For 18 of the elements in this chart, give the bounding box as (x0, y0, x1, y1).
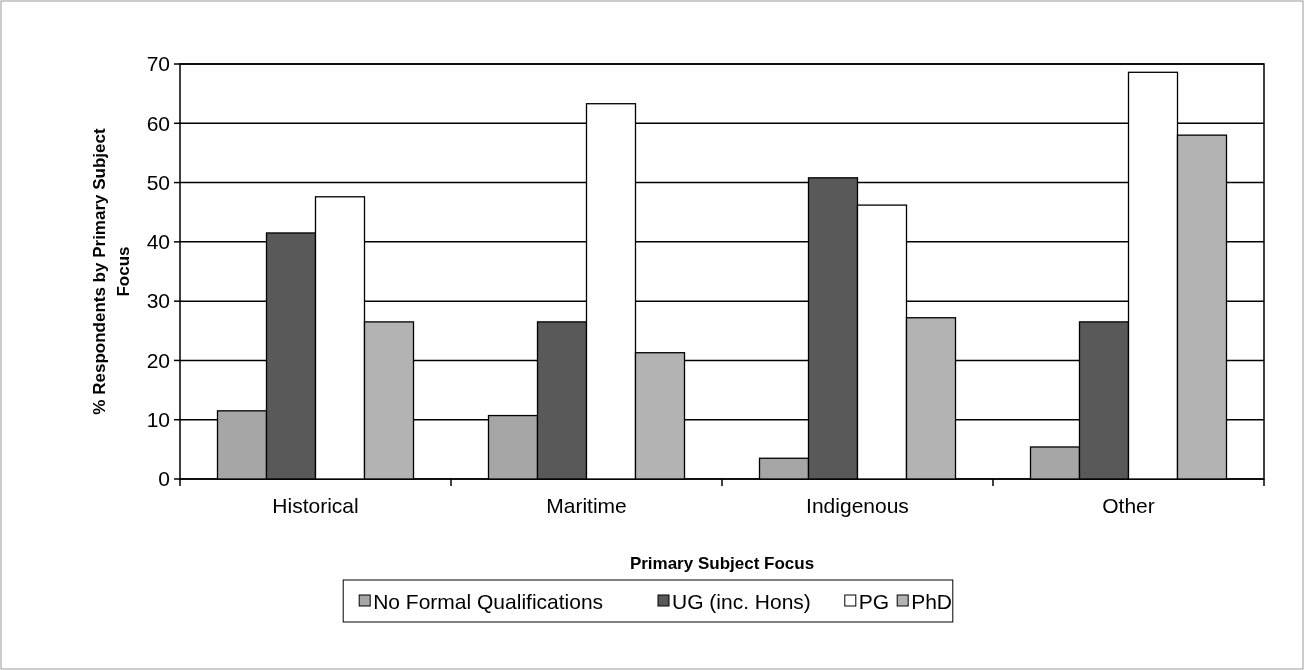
y-tick-label: 30 (146, 289, 170, 313)
x-tick-label: Maritime (546, 494, 627, 517)
legend-label: PhD (911, 590, 953, 614)
legend-label: UG (inc. Hons) (672, 590, 811, 614)
y-tick-label: 0 (158, 467, 170, 491)
legend-label: PG (858, 590, 890, 614)
x-axis-title: Primary Subject Focus (629, 554, 815, 573)
x-tick-label: Historical (272, 494, 359, 517)
y-tick-label: 50 (146, 170, 170, 194)
y-tick-label: 70 (146, 52, 170, 76)
y-tick-label: 20 (146, 348, 170, 372)
y-tick-label: 10 (146, 408, 170, 432)
y-tick-label: 40 (146, 230, 170, 254)
y-tick-label: 60 (146, 111, 170, 135)
legend-label: No Formal Qualifications (373, 590, 604, 614)
y-axis-title: % Respondents by Primary Subject Focus (90, 128, 133, 415)
x-tick-label: Indigenous (806, 494, 909, 517)
x-tick-label: Other (1102, 494, 1155, 517)
